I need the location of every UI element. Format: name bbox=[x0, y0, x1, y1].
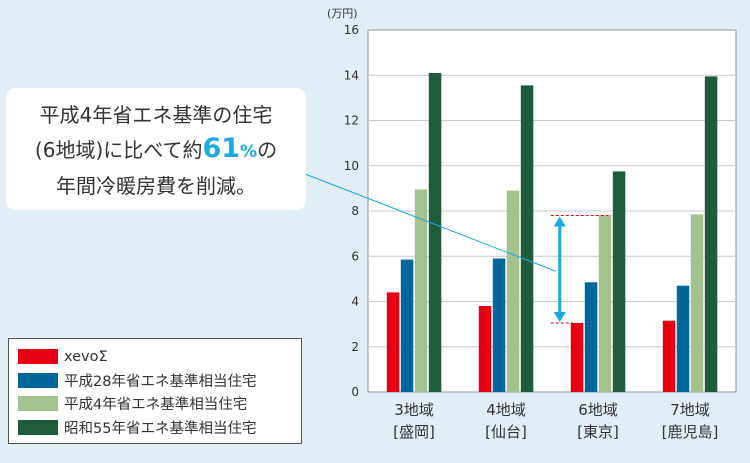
callout-line-2: (6地域)に比べて約61%の bbox=[6, 132, 306, 169]
bar bbox=[570, 323, 584, 392]
x-category-sublabel: [盛岡] bbox=[393, 423, 435, 441]
y-tick-label: 10 bbox=[344, 159, 359, 173]
legend-item-s55: 昭和55年省エネ基準相当住宅 bbox=[18, 416, 301, 440]
callout-percent-number: 61 bbox=[202, 133, 241, 164]
legend-swatch bbox=[18, 396, 58, 412]
x-category-label: 4地域 bbox=[486, 401, 526, 419]
bar bbox=[584, 282, 598, 392]
legend-label: 平成28年省エネ基準相当住宅 bbox=[64, 373, 257, 390]
bar bbox=[506, 190, 520, 392]
legend-item-xevo-sigma: xevoΣ bbox=[18, 345, 301, 369]
y-tick-label: 14 bbox=[344, 68, 359, 82]
bar bbox=[414, 189, 428, 392]
bar bbox=[428, 73, 442, 392]
legend-item-h4: 平成4年省エネ基準相当住宅 bbox=[18, 392, 301, 416]
x-category-label: 7地域 bbox=[670, 401, 710, 419]
legend-swatch bbox=[18, 349, 58, 365]
x-category-sublabel: [鹿児島] bbox=[662, 423, 719, 441]
bar bbox=[400, 259, 414, 392]
legend-label: 平成4年省エネ基準相当住宅 bbox=[64, 397, 248, 414]
callout-line-2-pre: (6地域)に比べて約 bbox=[34, 138, 203, 162]
callout-box: 平成4年省エネ基準の住宅 (6地域)に比べて約61%の 年間冷暖房費を削減。 bbox=[6, 88, 306, 210]
y-tick-label: 8 bbox=[351, 204, 359, 218]
bar bbox=[690, 214, 704, 392]
callout-line-1: 平成4年省エネ基準の住宅 bbox=[39, 103, 273, 127]
x-category-label: 3地域 bbox=[394, 401, 434, 419]
legend-swatch bbox=[18, 372, 58, 388]
legend-label: 昭和55年省エネ基準相当住宅 bbox=[64, 420, 257, 437]
bar bbox=[492, 258, 506, 392]
bar bbox=[676, 285, 690, 392]
y-unit-label: (万円) bbox=[327, 7, 358, 20]
reduction-arrowhead-up bbox=[553, 216, 566, 227]
bar bbox=[386, 292, 400, 392]
reduction-arrowhead-down bbox=[553, 311, 566, 322]
y-tick-label: 0 bbox=[351, 385, 359, 399]
bar bbox=[598, 215, 612, 392]
legend-swatch bbox=[18, 419, 58, 435]
y-tick-label: 6 bbox=[351, 249, 359, 263]
bar bbox=[662, 320, 676, 392]
y-tick-label: 2 bbox=[351, 340, 359, 354]
bar bbox=[478, 306, 492, 392]
x-category-label: 6地域 bbox=[578, 401, 618, 419]
callout-leader-line bbox=[299, 171, 556, 272]
y-tick-label: 16 bbox=[344, 23, 359, 37]
bar bbox=[704, 76, 718, 393]
callout-line-2-post: の bbox=[257, 138, 278, 162]
x-category-sublabel: [東京] bbox=[577, 423, 619, 441]
x-category-sublabel: [仙台] bbox=[485, 423, 527, 441]
y-tick-label: 12 bbox=[344, 114, 359, 128]
legend: xevoΣ 平成28年省エネ基準相当住宅 平成4年省エネ基準相当住宅 昭和55年… bbox=[8, 338, 302, 444]
legend-label: xevoΣ bbox=[64, 348, 108, 365]
bar bbox=[612, 171, 626, 392]
y-tick-label: 4 bbox=[351, 295, 359, 309]
callout-line-3: 年間冷暖房費を削減。 bbox=[56, 174, 256, 198]
bar bbox=[520, 85, 534, 393]
legend-item-h28: 平成28年省エネ基準相当住宅 bbox=[18, 369, 301, 393]
callout-percent-sign: % bbox=[240, 142, 258, 162]
